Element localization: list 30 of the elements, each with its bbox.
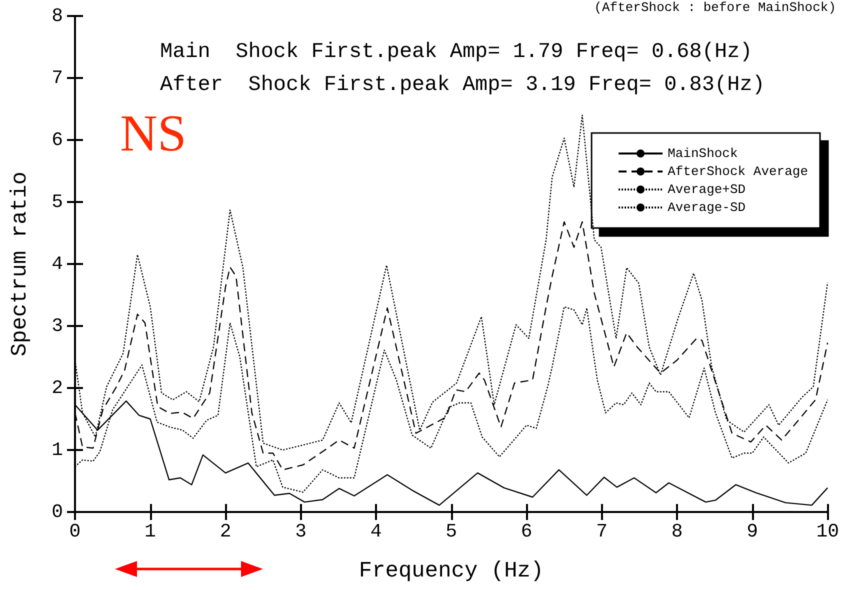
annotation: Main Shock First.peak Amp= 1.79 Freq= 0.68(Hz) <box>160 41 752 64</box>
x-tick-label: 0 <box>69 520 81 542</box>
legend-label: AfterShock Average <box>668 164 808 179</box>
y-axis-title: Spectrum ratio <box>8 172 32 356</box>
x-tick-label: 3 <box>295 520 306 542</box>
y-tick-label: 8 <box>52 5 63 27</box>
y-tick-label: 5 <box>52 191 63 213</box>
x-tick-label: 6 <box>520 520 532 542</box>
x-tick-label: 2 <box>220 520 232 542</box>
x-tick-label: 10 <box>816 520 840 542</box>
x-tick-label: 9 <box>746 520 758 542</box>
y-tick-label: 1 <box>52 439 63 461</box>
annotation: NS <box>120 106 186 162</box>
y-tick-label: 3 <box>52 315 63 337</box>
annotation: After Shock First.peak Amp= 3.19 Freq= 0.83(Hz) <box>160 74 765 97</box>
y-tick-label: 2 <box>52 377 63 399</box>
x-axis-title: Frequency (Hz) <box>358 558 544 584</box>
y-tick-label: 7 <box>52 67 63 89</box>
y-tick-label: 6 <box>52 129 63 151</box>
legend-label: Average-SD <box>668 200 746 215</box>
x-tick-label: 7 <box>596 520 608 542</box>
legend-label: MainShock <box>668 146 738 161</box>
legend-label: Average+SD <box>668 182 746 197</box>
y-tick-label: 0 <box>52 501 63 523</box>
x-tick-label: 1 <box>144 520 156 542</box>
x-tick-label: 5 <box>446 520 457 542</box>
x-tick-label: 4 <box>370 520 382 542</box>
x-tick-label: 8 <box>671 520 683 542</box>
y-tick-label: 4 <box>52 253 63 275</box>
text: (AfterShock : before MainShock) <box>594 0 836 15</box>
